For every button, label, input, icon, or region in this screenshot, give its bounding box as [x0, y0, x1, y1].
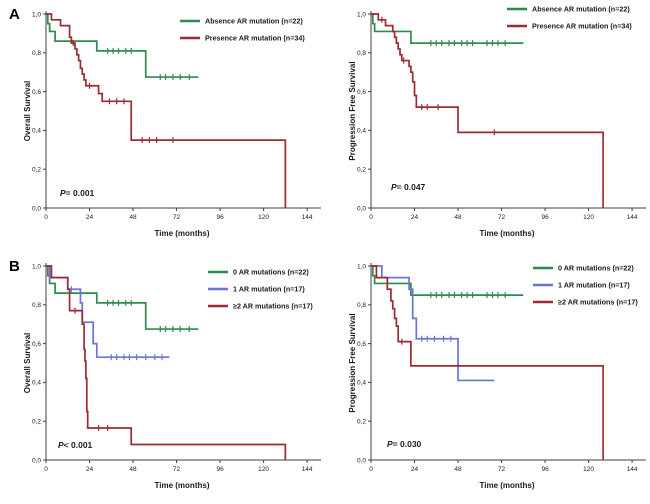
km-curve-0 — [371, 265, 524, 296]
y-axis-title: Overall Survival — [23, 333, 32, 393]
y-tick-label: 0,8 — [32, 50, 41, 57]
x-tick-label: 0 — [44, 466, 48, 473]
x-tick-label: 120 — [583, 466, 594, 473]
y-tick-label: 1,0 — [357, 263, 366, 270]
km-curve-0 — [46, 13, 199, 78]
x-tick-label: 0 — [44, 214, 48, 221]
x-tick-label: 0 — [369, 466, 373, 473]
x-tick-label: 96 — [216, 214, 224, 221]
km-curve-1 — [371, 265, 495, 382]
y-tick-label: 0,4 — [357, 380, 366, 387]
x-tick-label: 96 — [216, 466, 224, 473]
y-tick-label: 0,2 — [32, 167, 41, 174]
x-tick-label: 96 — [541, 466, 549, 473]
y-axis-title: Overall Survival — [23, 81, 32, 141]
x-tick-label: 72 — [498, 466, 506, 473]
y-tick-label: 0,8 — [357, 302, 366, 309]
x-tick-label: 24 — [86, 466, 94, 473]
panel-b-label: B — [9, 258, 20, 275]
y-tick-label: 1,0 — [32, 263, 41, 270]
y-tick-label: 0,6 — [32, 89, 41, 96]
p-value-label: P= 0.030 — [387, 439, 422, 449]
p-value-label: P= 0.047 — [391, 182, 426, 192]
km-curve-0 — [46, 265, 199, 330]
panel-a-progression-free-survival-chart: 1,0 0,8 0,6 0,4 0,2 0,00 24 48 72 96 120 144 Progres… — [348, 5, 646, 238]
x-tick-label: 120 — [258, 466, 269, 473]
y-tick-label: 0,8 — [32, 302, 41, 309]
legend-label: 1 AR mutation (n=17) — [558, 281, 630, 290]
legend-label: ≥2 AR mutations (n=17) — [233, 302, 313, 311]
y-tick-label: 0,8 — [357, 50, 366, 57]
x-tick-label: 144 — [627, 466, 638, 473]
legend-label: Presence AR mutation (n=34) — [205, 34, 305, 43]
x-tick-label: 96 — [541, 214, 549, 221]
y-tick-label: 0,0 — [32, 205, 41, 212]
x-axis-title: Time (months) — [480, 229, 535, 238]
x-tick-label: 24 — [411, 214, 419, 221]
km-curve-1 — [46, 13, 287, 208]
km-curve-2 — [371, 265, 604, 460]
panel-a-overall-survival-chart: 1,0 0,8 0,6 0,4 0,2 0,00 24 48 72 96 120 144 Overall… — [23, 11, 321, 238]
p-value-label: P= 0.001 — [60, 188, 95, 198]
x-tick-label: 48 — [454, 214, 462, 221]
x-tick-label: 120 — [583, 214, 594, 221]
y-tick-label: 0,2 — [357, 167, 366, 174]
x-tick-label: 120 — [258, 214, 269, 221]
legend-label: 1 AR mutation (n=17) — [233, 285, 305, 294]
y-tick-label: 0,6 — [357, 89, 366, 96]
panel-b-overall-survival-chart: 1,0 0,8 0,6 0,4 0,2 0,00 24 48 72 96 120 144 Overall… — [23, 263, 321, 490]
x-axis-title: Time (months) — [155, 229, 210, 238]
y-tick-label: 1,0 — [357, 11, 366, 18]
x-tick-label: 24 — [411, 466, 419, 473]
x-tick-label: 72 — [173, 466, 181, 473]
km-curve-2 — [46, 265, 287, 460]
y-tick-label: 0,4 — [357, 128, 366, 135]
y-tick-label: 0,0 — [357, 457, 366, 464]
panel-b-progression-free-survival-chart: 1,0 0,8 0,6 0,4 0,2 0,00 24 48 72 96 120 144 Progres… — [348, 263, 646, 490]
km-curve-1 — [46, 265, 170, 359]
legend-label: ≥2 AR mutations (n=17) — [558, 298, 638, 307]
p-value-label: P< 0.001 — [58, 440, 93, 450]
x-tick-label: 24 — [86, 214, 94, 221]
x-tick-label: 72 — [173, 214, 181, 221]
y-tick-label: 1,0 — [32, 11, 41, 18]
x-tick-label: 48 — [129, 214, 137, 221]
x-tick-label: 144 — [302, 214, 313, 221]
x-axis-title: Time (months) — [155, 481, 210, 490]
y-tick-label: 0,0 — [32, 457, 41, 464]
km-curve-0 — [371, 13, 524, 44]
km-curve-1 — [371, 13, 604, 208]
y-tick-label: 0,0 — [357, 205, 366, 212]
y-axis-title: Progression Free Survival — [348, 61, 357, 160]
y-tick-label: 0,4 — [32, 128, 41, 135]
y-tick-label: 0,2 — [357, 419, 366, 426]
y-tick-label: 0,4 — [32, 380, 41, 387]
x-axis-title: Time (months) — [480, 481, 535, 490]
x-tick-label: 144 — [627, 214, 638, 221]
y-tick-label: 0,2 — [32, 419, 41, 426]
x-tick-label: 72 — [498, 214, 506, 221]
y-tick-label: 0,6 — [32, 341, 41, 348]
legend-label: Absence AR mutation (n=22) — [532, 5, 630, 14]
x-tick-label: 48 — [454, 466, 462, 473]
legend-label: 0 AR mutations (n=22) — [558, 264, 634, 273]
panel-a-label: A — [9, 6, 20, 23]
legend-label: Presence AR mutation (n=34) — [532, 22, 632, 31]
y-axis-title: Progression Free Survival — [348, 313, 357, 412]
legend-label: Absence AR mutation (n=22) — [205, 17, 303, 26]
x-tick-label: 144 — [302, 466, 313, 473]
legend-label: 0 AR mutations (n=22) — [233, 268, 309, 277]
x-tick-label: 0 — [369, 214, 373, 221]
y-tick-label: 0,6 — [357, 341, 366, 348]
x-tick-label: 48 — [129, 466, 137, 473]
